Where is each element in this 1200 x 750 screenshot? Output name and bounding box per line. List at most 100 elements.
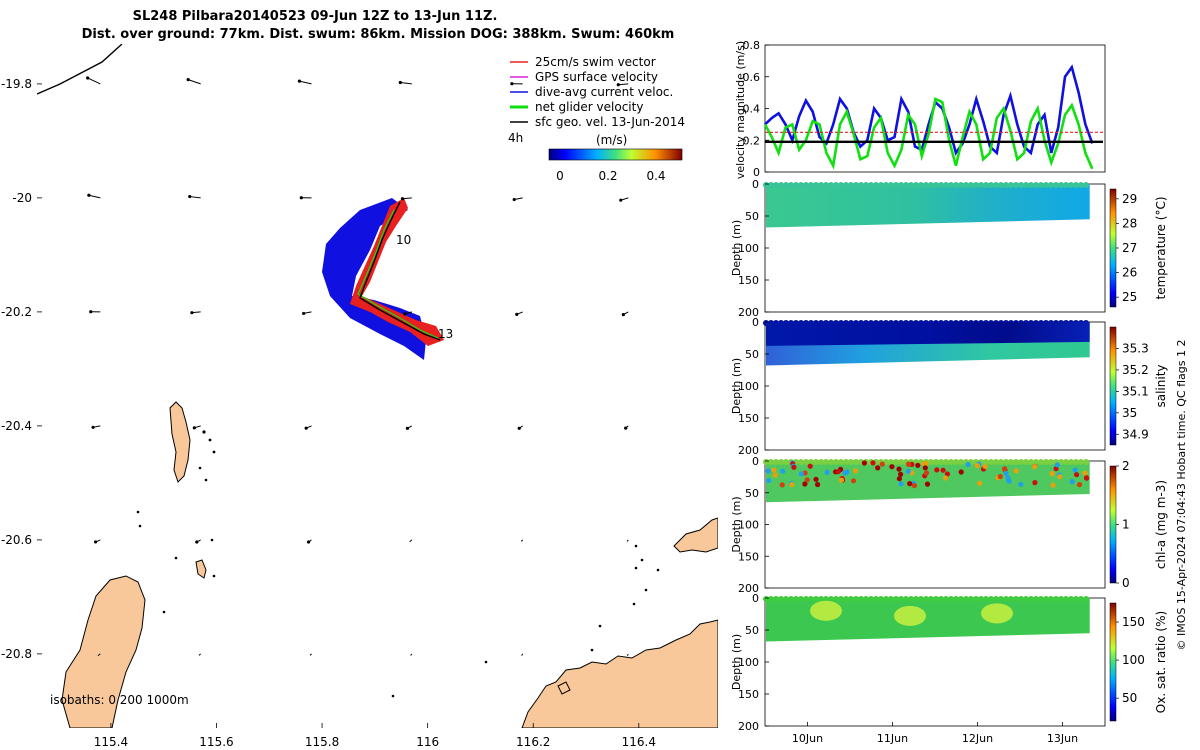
- chl-sample-dot: [898, 481, 904, 487]
- legend-label: 25cm/s swim vector: [535, 55, 656, 69]
- time-tick-label: 13Jun: [1047, 732, 1078, 745]
- vector-head: [87, 193, 91, 197]
- velocity-vector: [93, 539, 101, 544]
- vector-shaft: [188, 79, 201, 85]
- section-cast-top: [798, 182, 804, 188]
- section-cast-top: [1008, 596, 1014, 602]
- velocity-vector: [89, 310, 101, 314]
- section-cast-top: [993, 182, 999, 188]
- map-x-tick-label: 116.4: [622, 735, 656, 749]
- chl-sample-dot: [804, 477, 810, 483]
- section-colorbar-label: temperature (°C): [1154, 197, 1168, 300]
- chl-sample-dot: [1018, 481, 1024, 487]
- vector-head: [517, 426, 521, 430]
- velocity-vector: [190, 311, 201, 315]
- legend-label: net glider velocity: [535, 100, 643, 114]
- velocity-vector: [198, 653, 201, 656]
- section-cast-top: [993, 459, 999, 465]
- chl-sample-dot: [838, 477, 845, 483]
- section-cast-top: [848, 182, 854, 188]
- swim-swath: [350, 198, 444, 346]
- chl-sample-dot: [982, 463, 988, 469]
- section-cast-top: [898, 596, 904, 602]
- chl-sample-dot: [923, 470, 930, 476]
- chl-sample-dot: [940, 467, 946, 473]
- colorbar-tick-label: 50: [1122, 691, 1137, 705]
- section-cast-top: [978, 596, 984, 602]
- vector-shaft: [97, 653, 101, 657]
- section-cast-top: [1058, 596, 1064, 602]
- section-cast-top: [983, 459, 989, 465]
- section-cast-top: [1043, 459, 1049, 465]
- section-cast-top: [838, 596, 844, 602]
- map-y-tick-label: -20.8: [1, 647, 32, 661]
- vel-y-tick-label: 0.8: [743, 39, 761, 52]
- vector-head: [616, 83, 620, 87]
- section-cast-top: [953, 459, 959, 465]
- colorbar-tick-2: 0.4: [646, 169, 665, 183]
- island-east: [673, 517, 718, 553]
- section-cast-top: [918, 596, 924, 602]
- section-cast-top: [943, 182, 949, 188]
- section-cast-top: [818, 596, 824, 602]
- vector-head: [89, 310, 93, 314]
- section-cast-top: [788, 182, 794, 188]
- section-cast-top: [878, 182, 884, 188]
- section-colorbar: [1109, 602, 1117, 722]
- section-cast-top: [1013, 596, 1019, 602]
- section-y-tick-label: 100: [738, 380, 759, 393]
- section-cast-top: [953, 182, 959, 188]
- section-cast-top: [1043, 596, 1049, 602]
- map-x-ticks: 115.4 115.6 115.8 116 116.2 116.4: [94, 723, 656, 749]
- chl-sample-dot: [1006, 478, 1012, 484]
- colorbar-title: (m/s): [596, 133, 627, 147]
- section-ylabel: Depth (m): [730, 358, 743, 414]
- map-x-tick-label: 116.2: [516, 735, 550, 749]
- section-cast-top: [1043, 182, 1049, 188]
- velocity-vector: [309, 653, 312, 656]
- chl-sample-dot: [898, 471, 904, 477]
- legend-label: dive-avg current veloc.: [535, 85, 673, 99]
- vector-shaft: [618, 83, 629, 86]
- figure-title-line2: Dist. over ground: 77km. Dist. swum: 86k…: [82, 27, 675, 42]
- chl-sample-dot: [791, 464, 797, 470]
- section-band: [766, 184, 1090, 228]
- section-cast-top: [978, 182, 984, 188]
- vector-shaft: [409, 539, 413, 543]
- vector-shaft: [198, 653, 201, 656]
- chl-sample-dot: [905, 461, 912, 467]
- section-cast-top: [838, 459, 844, 465]
- section-cast-top: [763, 459, 769, 465]
- vector-shaft: [189, 196, 201, 199]
- section-cast-top: [968, 596, 974, 602]
- section-y-tick-label: 50: [745, 348, 759, 361]
- section-cast-top: [888, 459, 894, 465]
- vector-head: [299, 196, 303, 200]
- isobaths-label: isobaths: 0 200 1000m: [50, 693, 189, 707]
- section-cast-top: [793, 596, 799, 602]
- section-cast-top: [768, 459, 774, 465]
- map-x-tick-label: 115.8: [305, 735, 339, 749]
- velocity-vector: [91, 425, 101, 429]
- chl-sample-dot: [1013, 468, 1019, 474]
- chl-sample-dot: [798, 471, 804, 477]
- section-cast-top: [898, 459, 904, 465]
- island-small-2: [557, 681, 571, 695]
- net-velocity-track: [357, 209, 439, 339]
- vector-head: [619, 198, 623, 202]
- map-panel: 10 13 isobaths: 0 200 1000m 115.4 115.6 11…: [1, 44, 718, 749]
- section-cast-top: [958, 596, 964, 602]
- section-cast-top: [1083, 182, 1089, 188]
- vector-head: [624, 426, 628, 430]
- oxygen-high-patch: [981, 603, 1013, 624]
- legend-label: GPS surface velocity: [535, 70, 658, 84]
- colorbar-tick-label: 27: [1122, 241, 1137, 255]
- section-cast-top: [983, 596, 989, 602]
- section-cast-top: [1018, 182, 1024, 188]
- gps-track: [359, 201, 441, 341]
- section-cast-top: [808, 596, 814, 602]
- section-cast-top: [1053, 596, 1059, 602]
- velocity-vector: [398, 80, 412, 85]
- track-label-end: 13: [438, 327, 453, 341]
